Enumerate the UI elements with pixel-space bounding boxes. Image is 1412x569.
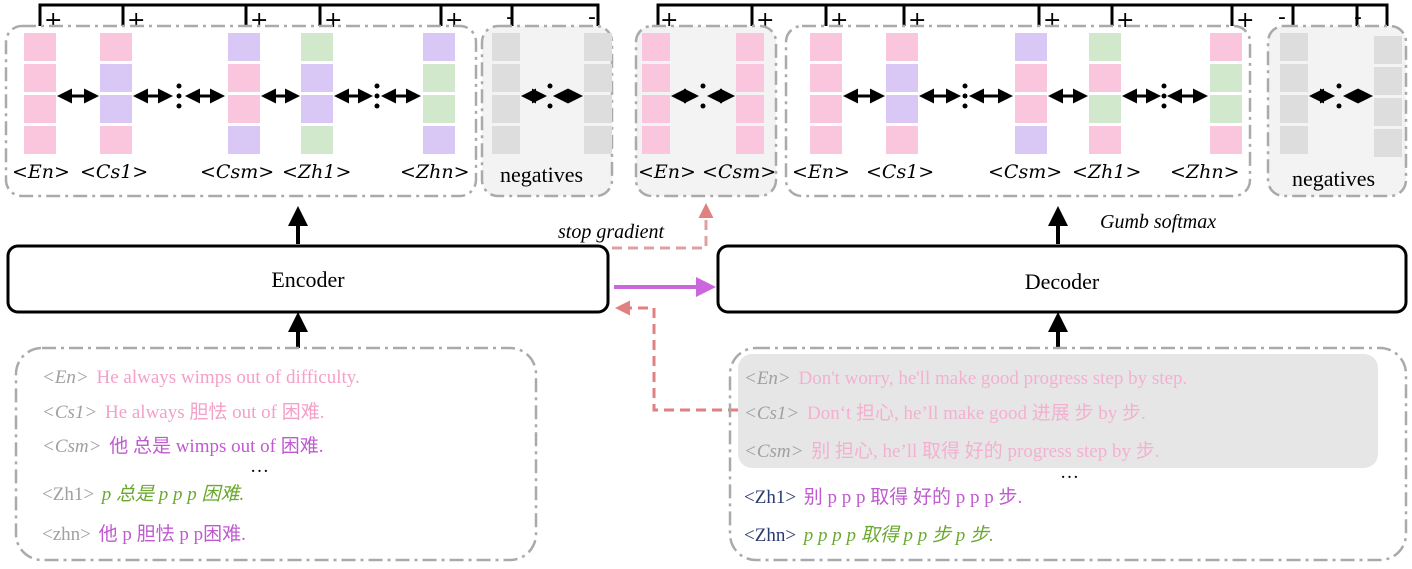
dec-input-line-2: <Csm> 别 担心, he’ll 取得 好的 progress step by…	[744, 440, 1160, 462]
dec-vector-cs1	[886, 33, 918, 154]
enc-label-zh1: <Zh1>	[282, 161, 351, 183]
decoder-positives-box	[784, 24, 1252, 198]
vector-cs1	[100, 33, 132, 154]
enc-input-line-2: <Csm> 他 总是 wimps out of 困难.	[42, 435, 323, 457]
dec-sign-2: +	[830, 8, 848, 33]
stop-gradient-arrow	[612, 203, 714, 250]
dec-input-line-5: <Zhn> p p p p 取得 p p 步 p 步.	[744, 525, 994, 546]
decoder-label: Decoder	[1025, 269, 1100, 294]
enc-label-csm: <Csm>	[200, 161, 274, 183]
enc-sign-6: -	[588, 5, 596, 30]
dec-label-csm: <Csm>	[988, 161, 1062, 183]
enc-input-line-4: <Zh1> p 总是 p p p 困难.	[42, 484, 244, 505]
encoder-vectors	[24, 33, 612, 154]
mid-label-csm: <Csm>	[702, 161, 776, 183]
vector-zh1	[301, 33, 333, 154]
dec-label-en: <En>	[792, 161, 850, 183]
dec-label-zhn: <Zhn>	[1170, 161, 1240, 183]
enc-sign-3: +	[324, 8, 342, 33]
vector-neg-2	[584, 33, 612, 154]
vector-en	[24, 33, 56, 154]
dec-sign-3: +	[908, 8, 926, 33]
enc-input-line-0: <En> He always wimps out of difficulty.	[42, 367, 360, 388]
enc-negatives-label: negatives	[500, 162, 583, 187]
dec-sign-7: -	[1278, 5, 1286, 30]
dec-vector-csm	[1015, 33, 1047, 154]
gumbel-softmax-label: Gumb softmax	[1100, 211, 1216, 233]
enc-sign-5: -	[506, 5, 514, 30]
mid-label-en: <En>	[638, 161, 696, 183]
dec-sign-8: -	[1354, 5, 1362, 30]
dec-input-ellipsis: …	[1060, 462, 1079, 483]
vector-csm	[228, 33, 260, 154]
enc-sign-0: +	[44, 8, 62, 33]
enc-input-line-5: <zhn> 他 p 胆怯 p p困难.	[42, 523, 246, 545]
feedback-arrow	[615, 300, 738, 412]
decoder-vectors	[810, 33, 1402, 157]
encoder-input-box	[14, 346, 538, 562]
vector-mid-csm	[736, 33, 764, 154]
encoder-label: Encoder	[271, 267, 345, 292]
vector-mid-en	[642, 33, 670, 154]
enc-input-ellipsis: …	[250, 456, 269, 477]
dec-input-line-1: <Cs1> Don‘t 担心, he’ll make good 进展 步 by …	[744, 402, 1146, 424]
enc-sign-2: +	[250, 8, 268, 33]
decoder-input-highlight	[738, 354, 1378, 468]
decoder-contrast-bracket	[656, 3, 1389, 26]
dec-vector-en	[810, 33, 842, 154]
dec-sign-5: +	[1116, 8, 1134, 33]
enc-label-en: <En>	[12, 161, 70, 183]
dec-vector-zhn	[1210, 33, 1242, 154]
ellipsis-dots	[176, 83, 1342, 109]
flow-arrows	[288, 206, 1068, 348]
enc-label-zhn: <Zhn>	[400, 161, 470, 183]
middle-vectors	[642, 33, 764, 154]
dec-vector-zh1	[1089, 33, 1121, 154]
enc-label-cs1: <Cs1>	[80, 161, 148, 183]
dec-vector-neg-1	[1280, 33, 1308, 154]
encoder-contrast-bracket	[38, 3, 600, 26]
enc-sign-1: +	[127, 8, 145, 33]
stop-gradient-label: stop gradient	[558, 221, 665, 243]
enc-input-line-1: <Cs1> He always 胆怯 out of 困难.	[42, 401, 325, 423]
encoder-box	[6, 244, 610, 314]
dec-vector-neg-2	[1374, 36, 1402, 157]
dec-sign-4: +	[1043, 8, 1061, 33]
vector-zhn	[423, 33, 455, 154]
encoder-positives-box	[4, 24, 478, 198]
dec-label-zh1: <Zh1>	[1072, 161, 1141, 183]
dec-input-line-0: <En> Don't worry, he'll make good progre…	[744, 368, 1187, 389]
enc-sign-4: +	[445, 8, 463, 33]
dec-label-cs1: <Cs1>	[866, 161, 934, 183]
dec-negatives-label: negatives	[1292, 166, 1375, 191]
dec-input-line-4: <Zh1> 别 p p p 取得 好的 p p p 步.	[744, 486, 1022, 508]
vector-neg-1	[492, 33, 520, 154]
